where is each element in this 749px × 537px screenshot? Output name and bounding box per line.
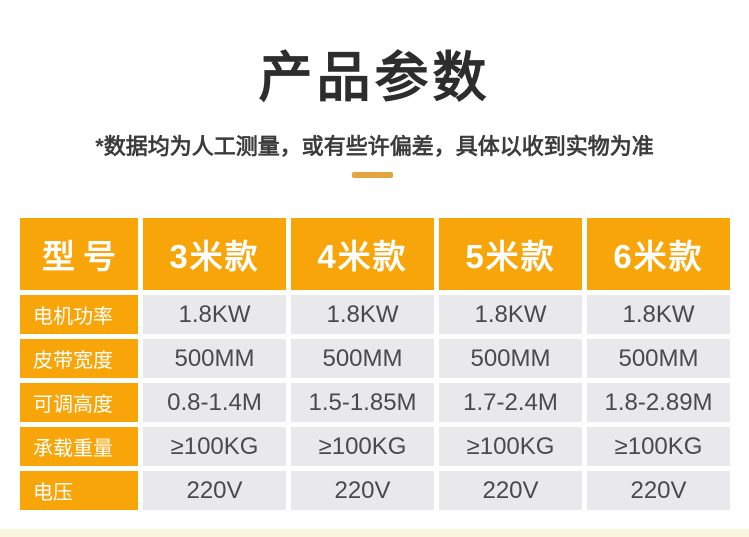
- value-cell: 1.8-2.89M: [587, 383, 730, 422]
- value-cell: 1.8KW: [143, 295, 286, 334]
- value-cell: 500MM: [587, 339, 730, 378]
- value-cell: 220V: [439, 471, 582, 510]
- value-cell: 1.8KW: [587, 295, 730, 334]
- page-title: 产品参数: [258, 48, 491, 108]
- header-cell-6m: 6米款: [587, 218, 730, 290]
- value-cell: 220V: [587, 471, 730, 510]
- header-cell-model: 型号: [20, 218, 138, 290]
- header-cell-5m: 5米款: [439, 218, 582, 290]
- value-cell: ≥100KG: [143, 427, 286, 466]
- row-label-motor-power: 电机功率: [20, 295, 138, 334]
- value-cell: 1.7-2.4M: [439, 383, 582, 422]
- row-label-adjustable-height: 可调高度: [20, 383, 138, 422]
- bottom-band: [0, 529, 749, 537]
- header-cell-3m: 3米款: [143, 218, 286, 290]
- header-cell-4m: 4米款: [291, 218, 434, 290]
- value-cell: 220V: [291, 471, 434, 510]
- row-label-load-capacity: 承载重量: [20, 427, 138, 466]
- spec-table: 型号 3米款 4米款 5米款 6米款 电机功率 1.8KW 1.8KW 1.8K…: [20, 218, 730, 510]
- value-cell: 1.5-1.85M: [291, 383, 434, 422]
- value-cell: ≥100KG: [439, 427, 582, 466]
- row-label-voltage: 电压: [20, 471, 138, 510]
- value-cell: 1.8KW: [439, 295, 582, 334]
- value-cell: 500MM: [439, 339, 582, 378]
- measurement-disclaimer: *数据均为人工测量，或有些许偏差，具体以收到实物为准: [95, 134, 654, 159]
- value-cell: ≥100KG: [587, 427, 730, 466]
- value-cell: 220V: [143, 471, 286, 510]
- value-cell: ≥100KG: [291, 427, 434, 466]
- value-cell: 500MM: [291, 339, 434, 378]
- value-cell: 500MM: [143, 339, 286, 378]
- value-cell: 1.8KW: [291, 295, 434, 334]
- value-cell: 0.8-1.4M: [143, 383, 286, 422]
- title-divider: [352, 172, 393, 178]
- row-label-belt-width: 皮带宽度: [20, 339, 138, 378]
